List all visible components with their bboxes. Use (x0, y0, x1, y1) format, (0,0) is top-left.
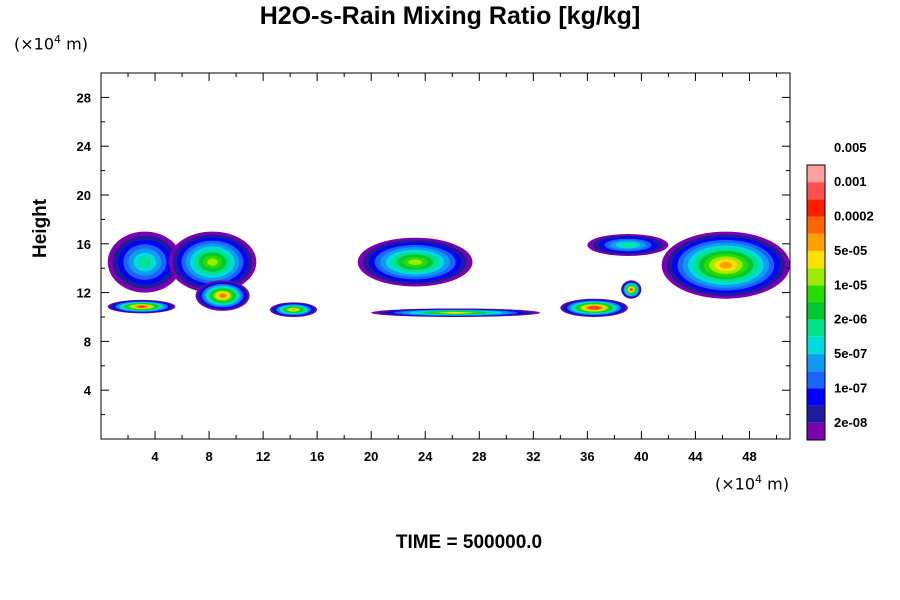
colorbar-swatch (807, 405, 825, 423)
x-axis: 4 8 12 16 20 24 28 32 36 40 44 48 (127, 73, 777, 464)
colorbar-label: 2e-08 (834, 415, 867, 430)
rain-feature (587, 234, 669, 256)
colorbar-swatch (807, 216, 825, 234)
colorbar-swatch (807, 199, 825, 217)
y-tick-label: 8 (84, 334, 91, 349)
contour-level (291, 308, 296, 311)
x-tick-label: 28 (472, 449, 486, 464)
colorbar-swatch (807, 285, 825, 303)
rain-feature (560, 298, 628, 317)
chart-title: H2O-s-Rain Mixing Ratio [kg/kg] (259, 2, 641, 30)
y-axis-unit: (×104 m) (14, 33, 88, 54)
rain-feature (269, 302, 318, 317)
rain-feature (107, 299, 176, 314)
x-tick-label: 8 (205, 449, 212, 464)
y-axis: 4 8 12 16 20 24 28 (77, 90, 790, 416)
rain-feature (195, 280, 250, 311)
rain-feature (661, 231, 790, 299)
time-label: TIME = 500000.0 (395, 532, 543, 553)
colorbar-label: 5e-05 (834, 243, 867, 258)
y-tick-label: 4 (84, 383, 92, 398)
x-tick-label: 16 (310, 449, 324, 464)
contour-level (719, 261, 733, 269)
rain-feature (621, 280, 642, 299)
contour-level (207, 258, 218, 266)
colorbar-label: 5e-07 (834, 346, 867, 361)
x-axis-unit: (×104 m) (715, 473, 789, 494)
contour-level (621, 243, 635, 247)
colorbar-label: 1e-05 (834, 277, 867, 292)
colorbar-swatch (807, 250, 825, 269)
contour-level (408, 259, 422, 265)
y-tick-label: 28 (77, 90, 91, 105)
colorbar-label: 2e-06 (834, 312, 867, 327)
plot-frame (100, 72, 791, 440)
x-tick-label: 44 (688, 449, 703, 464)
y-tick-label: 20 (77, 188, 91, 203)
colorbar-swatch (807, 165, 825, 183)
x-tick-label: 36 (580, 449, 594, 464)
colorbar-swatch (807, 336, 825, 355)
colorbar-swatch (807, 354, 825, 372)
rain-feature (357, 237, 473, 287)
rain-feature (168, 231, 257, 293)
rain-feature (107, 231, 183, 293)
x-tick-label: 4 (151, 449, 159, 464)
colorbar-swatch (807, 371, 825, 389)
contour-level (446, 311, 465, 314)
x-tick-label: 40 (634, 449, 648, 464)
colorbar-swatch (807, 319, 825, 337)
colorbar-swatch (807, 388, 825, 406)
colorbar: 2e-08 1e-07 5e-07 2e-06 1e-05 5e-05 0.0002 0.00… (806, 140, 874, 441)
x-tick-label: 32 (526, 449, 540, 464)
y-tick-label: 12 (77, 286, 91, 301)
mixing-ratio-field (107, 231, 790, 318)
rain-feature (371, 308, 541, 318)
colorbar-swatch (807, 302, 825, 320)
x-tick-label: 48 (742, 449, 756, 464)
colorbar-label: 0.001 (834, 174, 867, 189)
y-tick-label: 16 (77, 237, 91, 252)
contour-level (138, 305, 145, 308)
y-tick-label: 24 (77, 139, 92, 154)
x-tick-label: 12 (256, 449, 270, 464)
colorbar-label: 0.0002 (834, 209, 874, 224)
contour-level (591, 307, 597, 309)
colorbar-swatch (807, 233, 825, 251)
colorbar-label: 1e-07 (834, 380, 867, 395)
colorbar-swatch (807, 422, 825, 440)
x-tick-label: 20 (364, 449, 378, 464)
contour-level (138, 257, 152, 268)
colorbar-frame (806, 164, 826, 441)
colorbar-label: 0.005 (834, 140, 867, 155)
colorbar-swatch (807, 182, 825, 200)
colorbar-swatch (807, 268, 825, 286)
contour-level (630, 288, 633, 291)
contour-level (220, 294, 226, 298)
x-tick-label: 24 (418, 449, 433, 464)
